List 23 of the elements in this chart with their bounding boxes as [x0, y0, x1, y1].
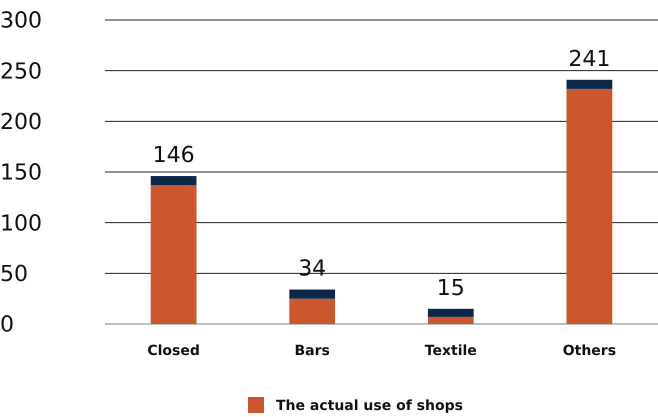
bar [428, 316, 474, 324]
bar [150, 185, 196, 324]
y-tick-label: 100 [0, 211, 42, 236]
bar [566, 80, 612, 89]
bar [428, 308, 474, 317]
y-tick-label: 50 [0, 262, 28, 288]
x-tick-label: Textile [424, 343, 477, 359]
total-label: 146 [152, 143, 195, 168]
legend-label: The actual use of shops [276, 398, 463, 414]
y-tick-label: 300 [0, 8, 42, 34]
y-tick-label: 200 [0, 110, 42, 136]
bar [289, 290, 336, 299]
y-tick-label: 250 [0, 59, 42, 84]
total-label: 15 [436, 276, 465, 301]
bar [566, 88, 612, 324]
bar [150, 176, 196, 186]
x-tick-label: Closed [147, 343, 200, 359]
x-tick-label: Others [562, 343, 616, 359]
y-tick-label: 150 [0, 160, 42, 186]
y-tick-label: 0 [0, 312, 14, 338]
total-label: 241 [568, 46, 610, 72]
bar [289, 298, 336, 324]
x-tick-label: Bars [294, 343, 330, 359]
